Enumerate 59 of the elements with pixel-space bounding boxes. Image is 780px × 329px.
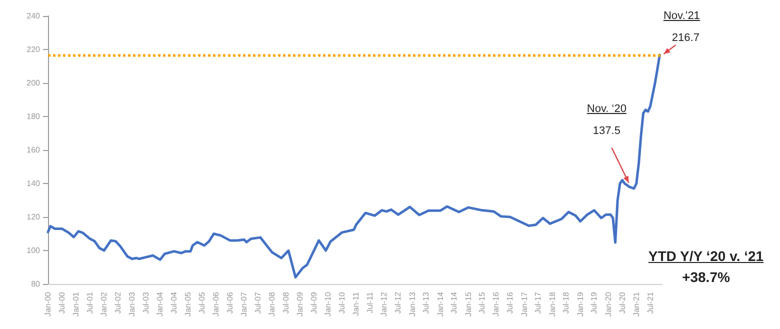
annotation: Nov. ‘20 bbox=[586, 102, 626, 115]
x-tick-label: Jan-14 bbox=[436, 291, 445, 316]
x-tick-label: Jul-01 bbox=[85, 291, 94, 314]
x-tick-label: Jul-10 bbox=[338, 291, 347, 314]
x-tick-label: Jan-03 bbox=[128, 291, 137, 316]
x-tick-label: Jan-18 bbox=[548, 291, 557, 316]
x-tick-label: Jul-04 bbox=[170, 291, 179, 314]
x-tick-label: Jan-09 bbox=[296, 291, 305, 316]
y-tick-label: 180 bbox=[26, 112, 41, 121]
x-tick-label: Jan-20 bbox=[604, 291, 613, 316]
x-tick-label: Jul-05 bbox=[198, 291, 207, 314]
x-tick-label: Jan-19 bbox=[576, 291, 585, 316]
x-tick-label: Jan-17 bbox=[520, 291, 529, 316]
x-tick-label: Jul-02 bbox=[113, 291, 122, 314]
x-tick-label: Jan-21 bbox=[632, 291, 641, 316]
x-tick-label: Jul-18 bbox=[562, 291, 571, 314]
x-tick-label: Jan-15 bbox=[464, 291, 473, 316]
x-tick-label: Jul-14 bbox=[450, 291, 459, 314]
x-tick-label: Jul-00 bbox=[57, 291, 66, 314]
y-tick-label: 240 bbox=[26, 12, 41, 20]
y-tick-label: 100 bbox=[26, 246, 41, 255]
x-tick-label: Jan-00 bbox=[44, 291, 52, 316]
x-tick-label: Jul-17 bbox=[534, 291, 543, 314]
annotation: 216.7 bbox=[672, 32, 700, 44]
text: Nov.’21 bbox=[663, 10, 700, 22]
x-tick-label: Jul-06 bbox=[226, 291, 235, 314]
x-tick-label: Jul-13 bbox=[422, 291, 431, 314]
x-tick-label: Jan-05 bbox=[184, 291, 193, 316]
y-tick-label: 140 bbox=[26, 179, 41, 188]
x-tick-label: Jul-07 bbox=[254, 291, 263, 314]
x-tick-label: Jan-04 bbox=[156, 291, 165, 316]
x-tick-label: Jan-07 bbox=[240, 291, 249, 316]
x-tick-label: Jan-02 bbox=[100, 291, 109, 316]
x-tick-label: Jul-16 bbox=[506, 291, 515, 314]
x-tick-label: Jan-08 bbox=[268, 291, 277, 316]
text: +38.7% bbox=[682, 269, 730, 285]
y-tick-label: 160 bbox=[26, 146, 41, 154]
x-tick-label: Jul-03 bbox=[141, 291, 150, 314]
y-tick-label: 220 bbox=[26, 45, 41, 54]
x-tick-label: Jul-20 bbox=[618, 291, 627, 314]
y-tick-label: 80 bbox=[31, 280, 41, 288]
annotation: YTD Y/Y ‘20 v. ‘21 bbox=[648, 248, 764, 264]
x-tick-label: Jul-12 bbox=[394, 291, 403, 314]
x-tick-label: Jan-12 bbox=[380, 291, 389, 316]
x-tick-label: Jul-08 bbox=[282, 291, 291, 314]
x-tick-label: Jul-15 bbox=[478, 291, 487, 314]
x-tick-label: Jul-19 bbox=[590, 291, 599, 314]
x-tick-label: Jan-11 bbox=[352, 291, 361, 316]
x-tick-label: Jul-09 bbox=[310, 291, 319, 314]
x-tick-label: Jan-16 bbox=[492, 291, 501, 316]
y-tick-label: 200 bbox=[26, 78, 41, 88]
x-tick-label: Jan-06 bbox=[212, 291, 221, 316]
x-tick-label: Jan-10 bbox=[324, 291, 333, 316]
y-tick-label: 120 bbox=[26, 212, 41, 222]
x-tick-label: Jul-21 bbox=[646, 291, 655, 314]
x-tick-label: Jul-11 bbox=[366, 291, 375, 314]
x-tick-label: Jan-01 bbox=[72, 291, 81, 316]
annotation: 137.5 bbox=[592, 124, 620, 137]
x-tick-label: Jan-13 bbox=[408, 291, 417, 316]
